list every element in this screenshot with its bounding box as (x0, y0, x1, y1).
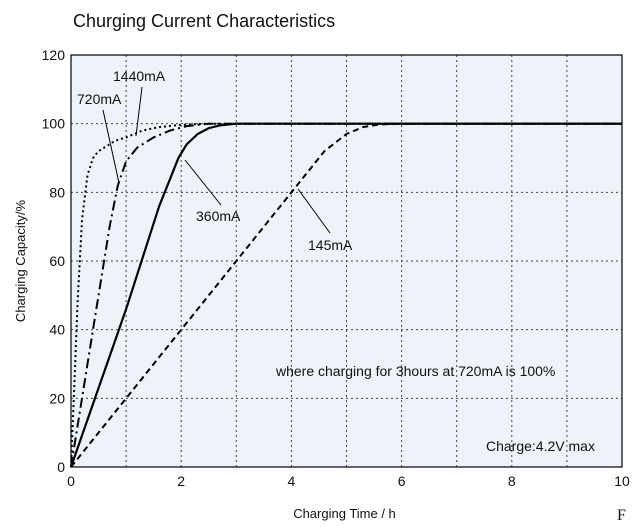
y-tick-label: 100 (42, 116, 66, 132)
series-line-720ma (70, 122, 622, 468)
y-tick-label: 80 (49, 184, 65, 200)
y-axis-label: Charging Capacity/% (13, 200, 28, 323)
label-145-leader (297, 188, 331, 234)
label-360mA: 360mA (196, 208, 241, 224)
charge-note: Charge:4.2V max (486, 438, 595, 454)
x-tick-label: 6 (398, 473, 406, 489)
label-1440-leader (135, 86, 143, 137)
y-tick-label: 40 (49, 322, 65, 338)
label-720mA: 720mA (77, 91, 122, 107)
label-1440mA: 1440mA (113, 68, 166, 84)
x-tick-label: 0 (67, 473, 75, 489)
series (69, 122, 622, 468)
annotations: 1440mA 720mA 360mA 145mA where charging … (77, 68, 595, 454)
y-tick-label: 120 (42, 47, 66, 63)
y-tick-label: 20 (49, 390, 65, 406)
label-720-leader (102, 109, 120, 184)
x-tick-label: 8 (508, 473, 516, 489)
x-tick-label: 2 (177, 473, 185, 489)
series-line-145ma (70, 122, 622, 468)
x-axis-label: Charging Time / h (293, 506, 396, 521)
plot-frame (70, 54, 623, 468)
label-360-leader (184, 159, 222, 206)
series-line-360ma (69, 122, 622, 468)
x-tick-label: 4 (288, 473, 296, 489)
chart-title: Churging Current Characteristics (73, 11, 335, 31)
label-145mA: 145mA (308, 237, 353, 253)
corner-text: F (617, 507, 626, 522)
note-text: where charging for 3hours at 720mA is 10… (275, 363, 555, 379)
y-tick-label: 0 (57, 459, 65, 475)
x-tick-label: 10 (614, 473, 630, 489)
y-tick-label: 60 (49, 253, 65, 269)
